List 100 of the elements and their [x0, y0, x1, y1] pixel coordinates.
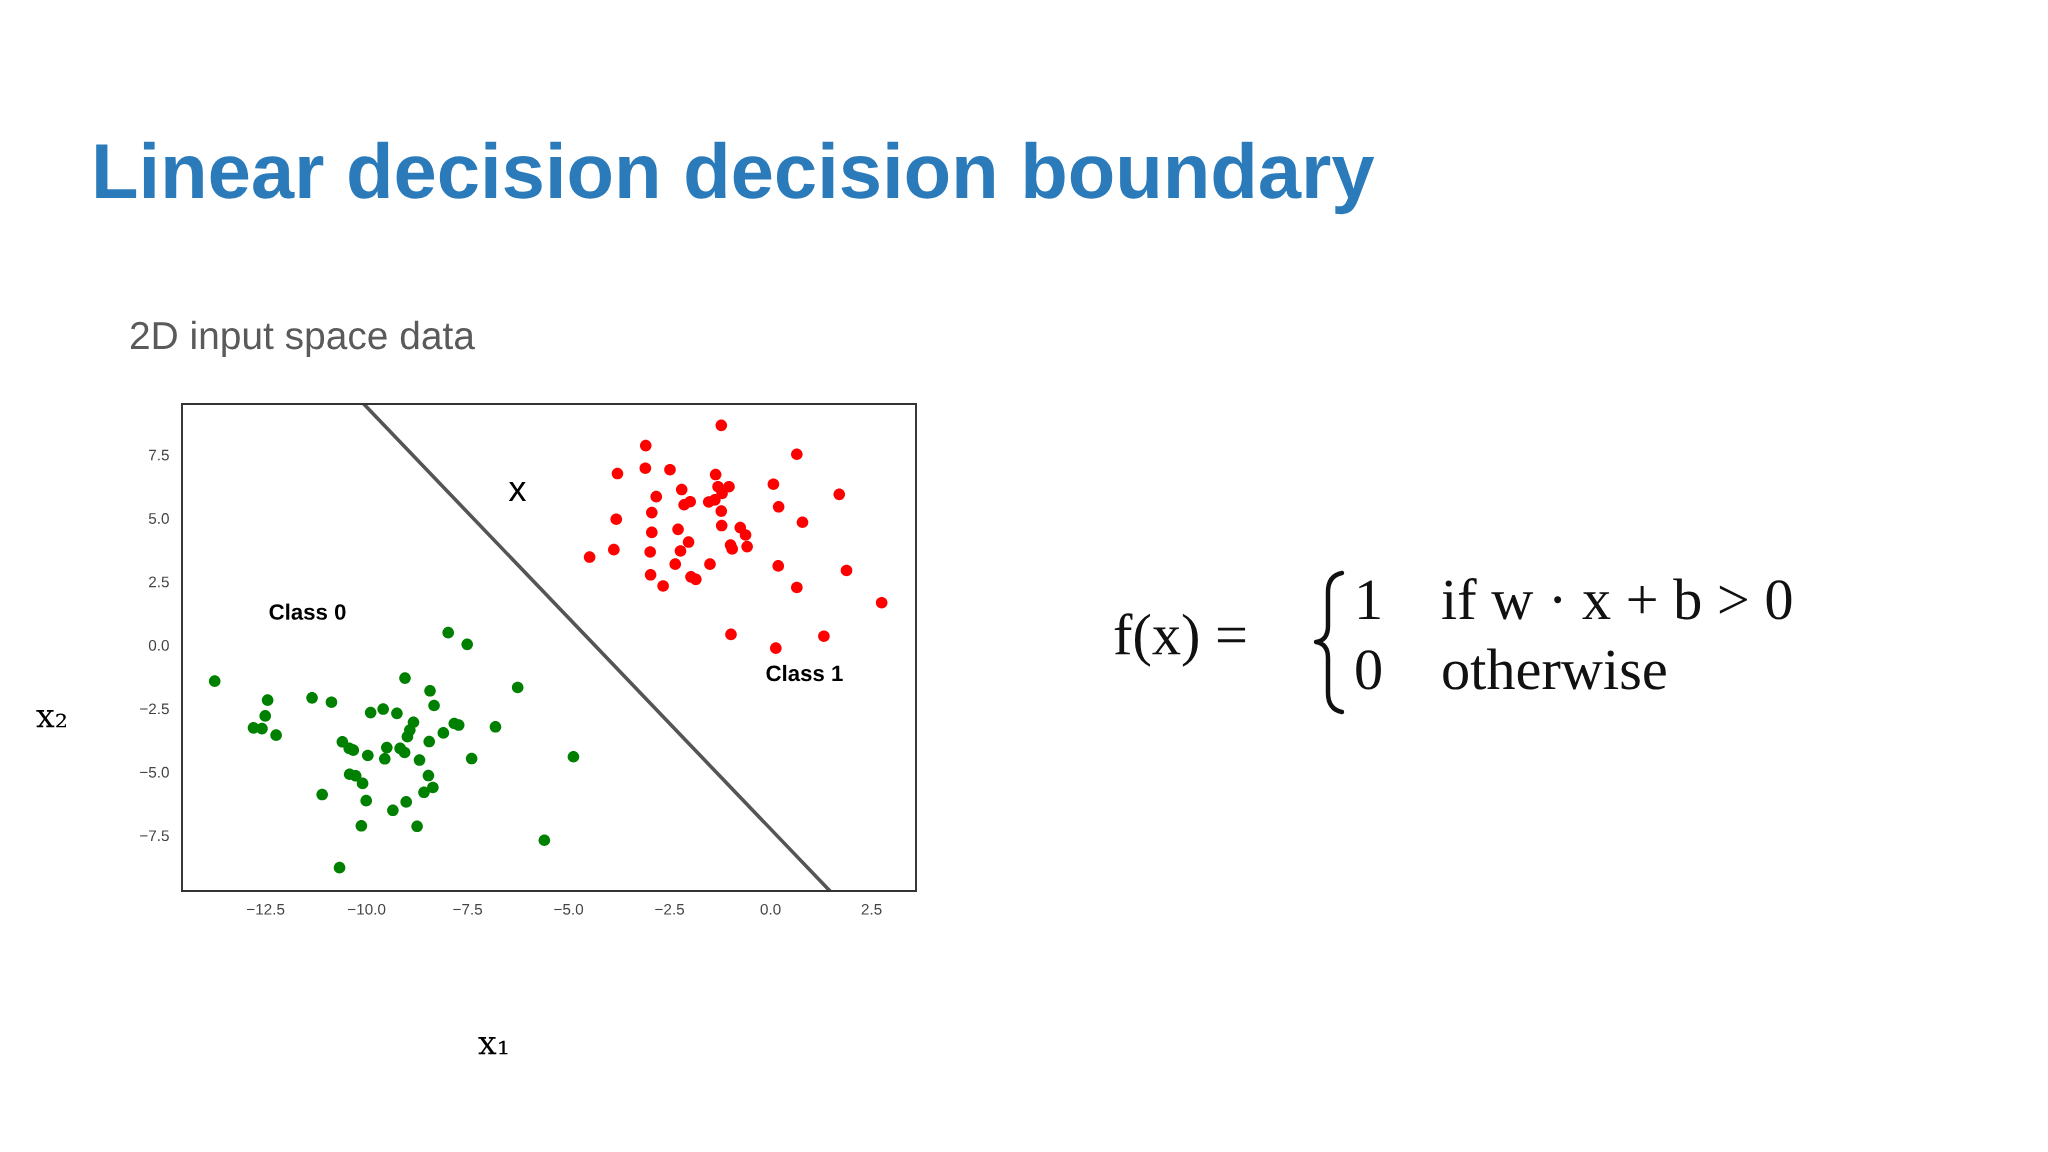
- point: [336, 735, 349, 748]
- point: [684, 495, 696, 508]
- point: [428, 699, 440, 712]
- point: [422, 769, 435, 782]
- point: [259, 710, 272, 722]
- point: [739, 529, 752, 541]
- point: [772, 560, 785, 572]
- point: [644, 546, 656, 558]
- point: [709, 468, 722, 481]
- point: [489, 721, 502, 733]
- y-tick-label: 5.0: [148, 513, 169, 524]
- point: [690, 573, 702, 586]
- point: [356, 777, 369, 790]
- y-tick-label: −7.5: [140, 830, 169, 842]
- point: [377, 703, 389, 715]
- point: [400, 796, 413, 808]
- point: [669, 558, 682, 570]
- text: otherwise: [1443, 648, 1666, 690]
- x-tick-label: −7.5: [453, 904, 483, 915]
- point: [770, 642, 782, 654]
- point: [791, 448, 803, 461]
- x-tick-label: −12.5: [247, 903, 285, 915]
- point: [818, 630, 830, 643]
- point: [875, 596, 888, 609]
- point: [316, 788, 328, 801]
- annotation: x: [508, 481, 527, 501]
- point: [646, 526, 658, 539]
- point: [208, 675, 221, 687]
- chart-title: Linear decision decision boundary: [96, 141, 1375, 215]
- point: [639, 462, 652, 475]
- point: [333, 861, 346, 874]
- y-tick-label: −5.0: [140, 766, 169, 778]
- point: [796, 516, 809, 529]
- point: [387, 804, 399, 817]
- point: [840, 564, 853, 577]
- point: [715, 505, 728, 517]
- point: [364, 706, 377, 719]
- point: [398, 746, 411, 759]
- point: [413, 754, 426, 766]
- point: [675, 483, 688, 496]
- point: [791, 581, 803, 594]
- point: [306, 692, 318, 704]
- point: [261, 694, 274, 706]
- x-tick-label: −2.5: [655, 903, 685, 915]
- point: [682, 536, 695, 548]
- point: [650, 490, 663, 503]
- point: [726, 543, 739, 555]
- annotation: Class 0: [269, 603, 346, 620]
- point: [427, 781, 439, 794]
- point: [355, 819, 368, 832]
- point: [741, 540, 753, 553]
- point: [461, 638, 474, 651]
- point: [646, 506, 658, 519]
- point: [725, 628, 737, 641]
- text: 1: [1359, 580, 1380, 620]
- x-axis-title: x₁: [478, 1036, 508, 1055]
- point: [583, 551, 596, 563]
- point: [256, 722, 268, 735]
- chart-subtitle: 2D input space data: [130, 320, 475, 358]
- y-axis-title: x₂: [36, 709, 66, 728]
- point: [391, 707, 403, 720]
- point: [362, 749, 374, 762]
- point: [442, 626, 455, 639]
- x-tick-label: 2.5: [861, 903, 882, 915]
- point: [639, 439, 652, 452]
- x-tick-label: −10.0: [348, 903, 386, 915]
- point: [704, 558, 716, 570]
- point: [381, 741, 393, 754]
- point: [715, 419, 728, 432]
- point: [411, 820, 423, 833]
- point: [401, 730, 414, 743]
- point: [715, 519, 728, 532]
- text: if w · x + b > 0: [1442, 577, 1792, 620]
- point: [833, 488, 846, 501]
- point: [378, 752, 391, 765]
- point: [709, 494, 721, 506]
- point: [674, 545, 687, 557]
- text: 0: [1356, 650, 1381, 690]
- point: [608, 543, 620, 556]
- point: [716, 487, 728, 500]
- y-tick-label: 7.5: [149, 449, 169, 461]
- point: [511, 681, 524, 694]
- point: [664, 463, 676, 476]
- text: f(x) =: [1114, 613, 1246, 667]
- point: [657, 580, 669, 592]
- x-tick-label: 0.0: [760, 903, 781, 915]
- y-tick-label: 2.5: [149, 576, 169, 588]
- point: [399, 672, 411, 684]
- point: [423, 735, 436, 748]
- annotation: Class 1: [766, 664, 843, 682]
- point: [723, 480, 735, 493]
- point: [611, 467, 624, 480]
- point: [644, 568, 657, 581]
- point: [567, 750, 580, 763]
- point: [418, 786, 430, 799]
- point: [772, 500, 785, 513]
- point: [437, 727, 450, 739]
- y-tick-label: 0.0: [148, 639, 169, 651]
- point: [270, 729, 282, 741]
- point: [538, 834, 551, 847]
